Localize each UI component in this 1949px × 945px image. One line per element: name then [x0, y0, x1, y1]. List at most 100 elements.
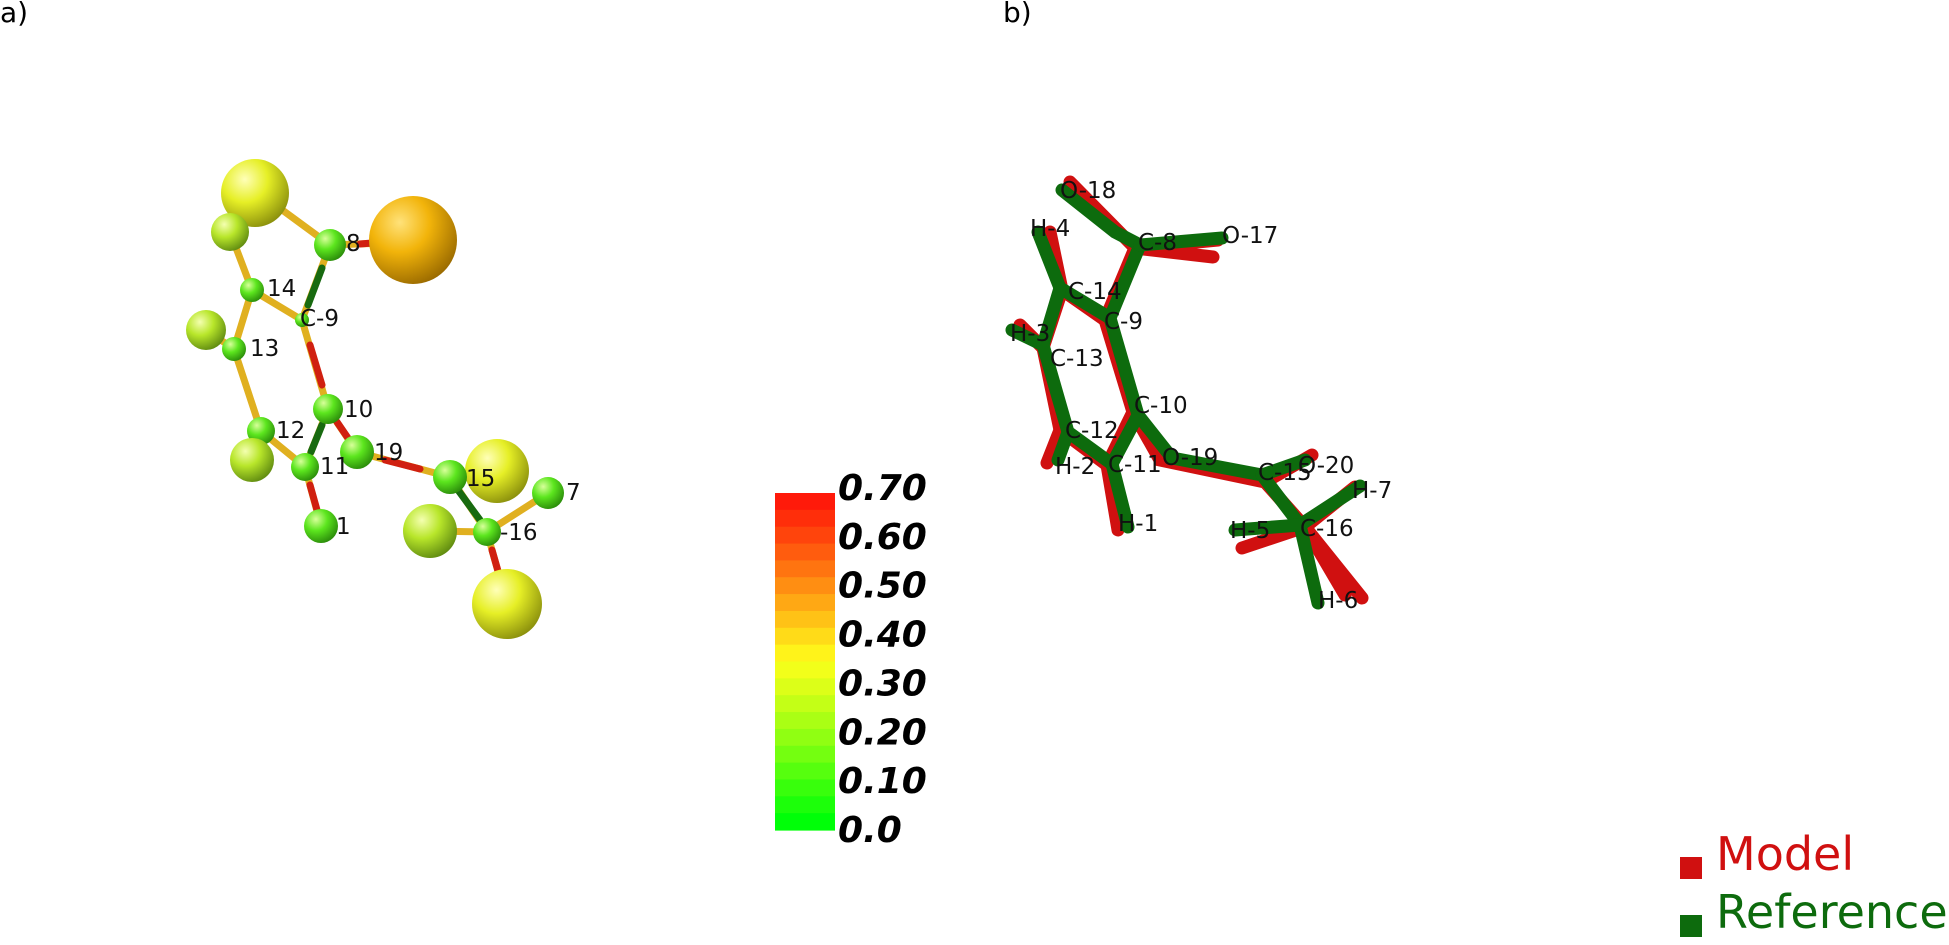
- atom-label: H-7: [1352, 478, 1392, 504]
- legend-label-reference: Reference: [1716, 885, 1948, 939]
- panel-b-label: b): [1003, 0, 1032, 29]
- atom-label: 7: [566, 480, 581, 506]
- atom-label: -16: [500, 520, 538, 546]
- atom-label: C-11: [1108, 452, 1162, 478]
- atom-label: H-1: [1118, 511, 1158, 537]
- colorbar-tick-label: 0.50: [838, 566, 927, 607]
- atom-sphere: [340, 435, 374, 469]
- atom-label: C-15: [1258, 460, 1312, 486]
- atom-label: O-17: [1222, 223, 1278, 249]
- atom-label: H-5: [1230, 518, 1270, 544]
- colorbar-swatch: [775, 695, 835, 713]
- atom-label: C-9: [1104, 309, 1143, 335]
- atom-label: C-12: [1065, 418, 1119, 444]
- colorbar-swatch: [775, 577, 835, 595]
- colorbar-swatch: [775, 509, 835, 528]
- colorbar-swatch: [775, 712, 835, 730]
- bond: [307, 421, 326, 456]
- atom-sphere: [473, 518, 501, 546]
- atom-label: O-20: [1298, 453, 1354, 479]
- atom-label: H-3: [1010, 321, 1050, 347]
- model-bond: [1040, 423, 1067, 470]
- atom-sphere: [186, 310, 226, 350]
- atom-sphere: [313, 394, 343, 424]
- colorbar: 0.70 0.60 0.50 0.40 0.30 0.20 0.10 0.0: [775, 468, 927, 851]
- atom-label: C-14: [1068, 279, 1122, 305]
- panel-b-atom-labels: O-18 H-4 C-8 O-17 C-14 C-9 H-3 C-13 C-10…: [1010, 178, 1392, 614]
- atom-label: C-10: [1134, 393, 1188, 419]
- colorbar-tick-label: 0.70: [838, 468, 927, 509]
- atom-label: C-8: [1138, 230, 1177, 256]
- atom-label: H-6: [1318, 588, 1358, 614]
- colorbar-swatch: [775, 560, 835, 578]
- legend: Model Reference: [1680, 827, 1948, 939]
- colorbar-swatch: [775, 813, 835, 831]
- atom-sphere: [314, 229, 346, 261]
- atom-label: 12: [276, 418, 305, 444]
- atom-sphere: [240, 278, 264, 302]
- bond: [304, 264, 326, 309]
- atom-sphere: [230, 438, 274, 482]
- atom-label: O-18: [1060, 178, 1116, 204]
- colorbar-tick-label: 0.0: [838, 810, 902, 851]
- colorbar-ticks: 0.70 0.60 0.50 0.40 0.30 0.20 0.10 0.0: [838, 468, 927, 851]
- atom-sphere: [222, 337, 246, 361]
- colorbar-swatch: [775, 493, 835, 511]
- colorbar-swatch: [775, 644, 835, 663]
- reference-bond: [1105, 457, 1135, 534]
- panel-a-atoms: [186, 159, 564, 639]
- atom-label: 14: [267, 276, 296, 302]
- colorbar-tick-label: 0.60: [838, 517, 927, 558]
- bond: [306, 341, 326, 389]
- atom-sphere: [433, 460, 467, 494]
- atom-sphere: [295, 313, 309, 327]
- colorbar-swatch: [775, 594, 835, 612]
- colorbar-swatch: [775, 610, 835, 629]
- reference-bond: [1133, 231, 1229, 252]
- atom-label: C-9: [300, 306, 339, 332]
- colorbar-swatch: [775, 627, 835, 646]
- colorbar-swatch: [775, 526, 835, 545]
- reference-bond: [1228, 518, 1307, 537]
- atom-sphere: [472, 569, 542, 639]
- model-bond: [1298, 520, 1369, 605]
- colorbar-tick-label: 0.40: [838, 615, 927, 656]
- colorbar-swatch: [775, 678, 835, 696]
- atom-sphere: [369, 196, 457, 284]
- colorbar-swatch: [775, 745, 835, 764]
- atom-sphere: [403, 504, 457, 558]
- atom-label: 11: [320, 454, 349, 480]
- panel-a-molecule: 8 14 C-9 13 10 12 11 19 15 7 -16 1: [186, 159, 581, 639]
- atom-sphere: [291, 453, 319, 481]
- reference-bond: [1036, 338, 1145, 474]
- reference-bond: [1293, 479, 1367, 532]
- bond: [230, 345, 265, 435]
- atom-label: H-4: [1030, 216, 1070, 242]
- atom-label: H-2: [1055, 454, 1095, 480]
- colorbar-tick-label: 0.30: [838, 663, 927, 704]
- atom-label: 1: [336, 514, 351, 540]
- legend-label-model: Model: [1716, 827, 1854, 881]
- atom-label: C-13: [1050, 346, 1104, 372]
- atom-label: C-16: [1300, 516, 1354, 542]
- legend-swatch-model: [1680, 857, 1702, 879]
- colorbar-tick-label: 0.20: [838, 712, 927, 753]
- legend-item-reference: Reference: [1680, 885, 1948, 939]
- colorbar-swatch: [775, 728, 835, 747]
- reference-structure: [1005, 183, 1367, 610]
- atom-label: 19: [374, 440, 403, 466]
- colorbar-swatch: [775, 796, 835, 814]
- atom-label: 15: [466, 466, 495, 492]
- atom-label: 13: [250, 336, 279, 362]
- bond: [454, 486, 484, 524]
- atom-sphere: [211, 213, 249, 251]
- reference-bond: [1255, 453, 1312, 482]
- bond: [381, 456, 424, 473]
- legend-swatch-reference: [1680, 915, 1702, 937]
- colorbar-gradient: [775, 493, 835, 831]
- atom-sphere: [221, 159, 289, 227]
- colorbar-swatch: [775, 543, 835, 561]
- atom-sphere: [304, 509, 338, 543]
- colorbar-swatch: [775, 661, 835, 679]
